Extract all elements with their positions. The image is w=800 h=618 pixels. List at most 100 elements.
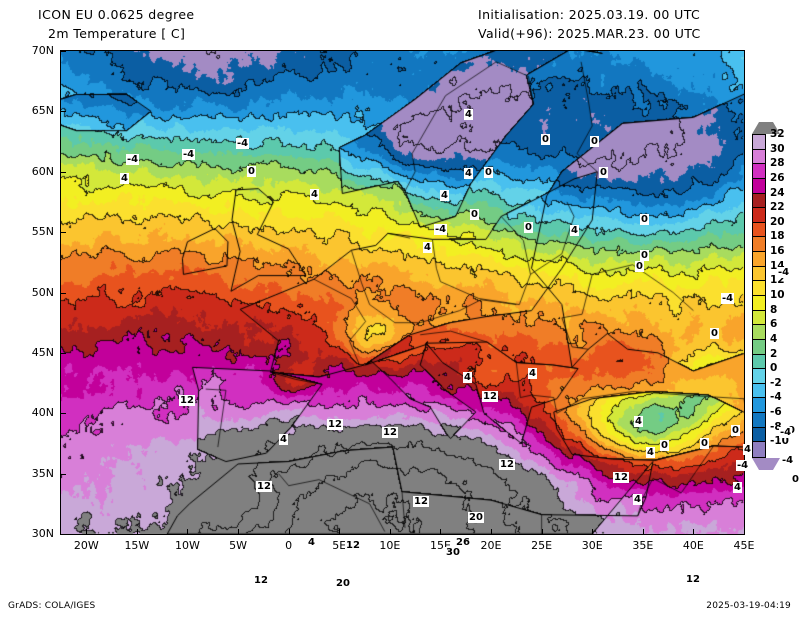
colorbar-tick-label: 20	[770, 215, 785, 228]
contour-label: 0	[524, 222, 533, 233]
contour-label: 0	[247, 166, 256, 177]
x-tick-mark	[187, 529, 189, 534]
contour-label: 4	[464, 168, 473, 179]
x-tick-mark	[339, 529, 341, 534]
colorbar-tick	[752, 441, 766, 443]
x-axis-label: 10W	[175, 539, 200, 552]
x-axis-label: 30E	[581, 539, 603, 552]
x-tick-mark	[491, 529, 493, 534]
contour-label: 26	[455, 537, 471, 548]
colorbar-tick	[752, 207, 766, 209]
contour-label: 0	[541, 134, 550, 145]
colorbar-tick	[752, 353, 766, 355]
colorbar-tick	[752, 148, 766, 150]
temperature-map-panel	[60, 50, 745, 535]
contour-label: 12	[256, 481, 272, 492]
contour-label: -4	[736, 460, 750, 471]
contour-label: -4	[236, 138, 250, 149]
colorbar-tick-label: 4	[770, 332, 778, 345]
contour-label: 12	[382, 427, 398, 438]
contour-label: 4	[423, 242, 432, 253]
y-axis-label: 40N	[31, 406, 54, 420]
y-axis-label: 55N	[31, 225, 54, 239]
contour-label: 4	[463, 372, 472, 383]
temperature-field	[61, 51, 744, 534]
contour-label: 12	[327, 419, 343, 430]
colorbar-band	[753, 208, 765, 223]
colorbar-tick	[752, 412, 766, 414]
colorbar-tick	[752, 251, 766, 253]
contour-label: 4	[570, 225, 579, 236]
y-axis-label: 50N	[31, 285, 54, 299]
x-axis-label: 10E	[379, 539, 401, 552]
y-tick-mark	[61, 292, 66, 294]
contour-label: -4	[777, 267, 791, 278]
colorbar-tick	[752, 397, 766, 399]
render-timestamp: 2025-03-19-04:19	[706, 601, 791, 611]
colorbar-band	[753, 178, 765, 194]
contour-label: 12	[253, 575, 269, 586]
colorbar-band	[753, 252, 765, 267]
colorbar-tick-label: 2	[770, 347, 778, 360]
contour-label: 12	[613, 472, 629, 483]
contour-label: 4	[646, 447, 655, 458]
valid-time: Valid(+96): 2025.MAR.23. 00 UTC	[478, 26, 701, 41]
x-tick-mark	[389, 529, 391, 534]
contour-label: 4	[120, 173, 129, 184]
x-tick-mark	[288, 529, 290, 534]
colorbar-above-max-arrow	[752, 122, 780, 134]
x-tick-mark	[744, 529, 745, 534]
colorbar-band	[753, 164, 765, 179]
contour-label: 4	[307, 537, 316, 548]
colorbar-band	[753, 369, 765, 384]
colorbar-band	[753, 325, 765, 340]
x-tick-mark	[86, 529, 88, 534]
colorbar-tick-label: 32	[770, 128, 785, 140]
colorbar-tick	[752, 177, 766, 179]
colorbar-band	[753, 295, 765, 311]
contour-label: 4	[633, 494, 642, 505]
colorbar-tick	[752, 192, 766, 194]
contour-label: -4	[781, 455, 795, 466]
y-axis-label: 70N	[31, 44, 54, 57]
y-axis-label: 65N	[31, 104, 54, 118]
colorbar-tick-label: 18	[770, 230, 785, 243]
colorbar-tick	[752, 221, 766, 223]
x-tick-mark	[642, 529, 644, 534]
contour-label: -4	[126, 154, 140, 165]
colorbar-tick	[752, 236, 766, 238]
y-tick-mark	[61, 171, 66, 173]
colorbar-tick	[752, 426, 766, 428]
colorbar-band	[753, 412, 765, 428]
contour-label: 12	[482, 391, 498, 402]
colorbar-tick-label: 26	[770, 171, 785, 184]
grads-credit: GrADS: COLA/IGES	[8, 601, 96, 611]
contour-label: 4	[279, 434, 288, 445]
y-tick-mark	[61, 473, 66, 475]
contour-label: 12	[499, 459, 515, 470]
contour-label: -4	[779, 427, 793, 438]
x-axis-label: 5E	[332, 539, 347, 552]
colorbar-tick	[752, 265, 766, 267]
x-axis-label: 35E	[632, 539, 654, 552]
contour-label: 0	[700, 438, 709, 449]
colorbar-band	[753, 427, 765, 443]
colorbar-tick	[752, 382, 766, 384]
temperature-colorbar	[752, 134, 766, 458]
initialisation-time: Initialisation: 2025.03.19. 00 UTC	[478, 7, 701, 22]
contour-label: 4	[743, 444, 752, 455]
colorbar-tick-label: 24	[770, 186, 785, 199]
colorbar-tick-label: 28	[770, 157, 785, 170]
colorbar-tick	[752, 309, 766, 311]
x-axis-label: 45E	[733, 539, 755, 552]
colorbar-band	[753, 354, 765, 369]
contour-label: -4	[434, 224, 448, 235]
contour-label: 4	[733, 482, 742, 493]
colorbar-tick-label: 8	[770, 303, 778, 316]
contour-label: 12	[345, 540, 361, 551]
y-axis-label: 60N	[31, 164, 54, 178]
contour-label: 0	[710, 328, 719, 339]
contour-label: 0	[599, 167, 608, 178]
y-tick-mark	[61, 51, 66, 52]
colorbar-tick-label: -8	[770, 420, 782, 433]
